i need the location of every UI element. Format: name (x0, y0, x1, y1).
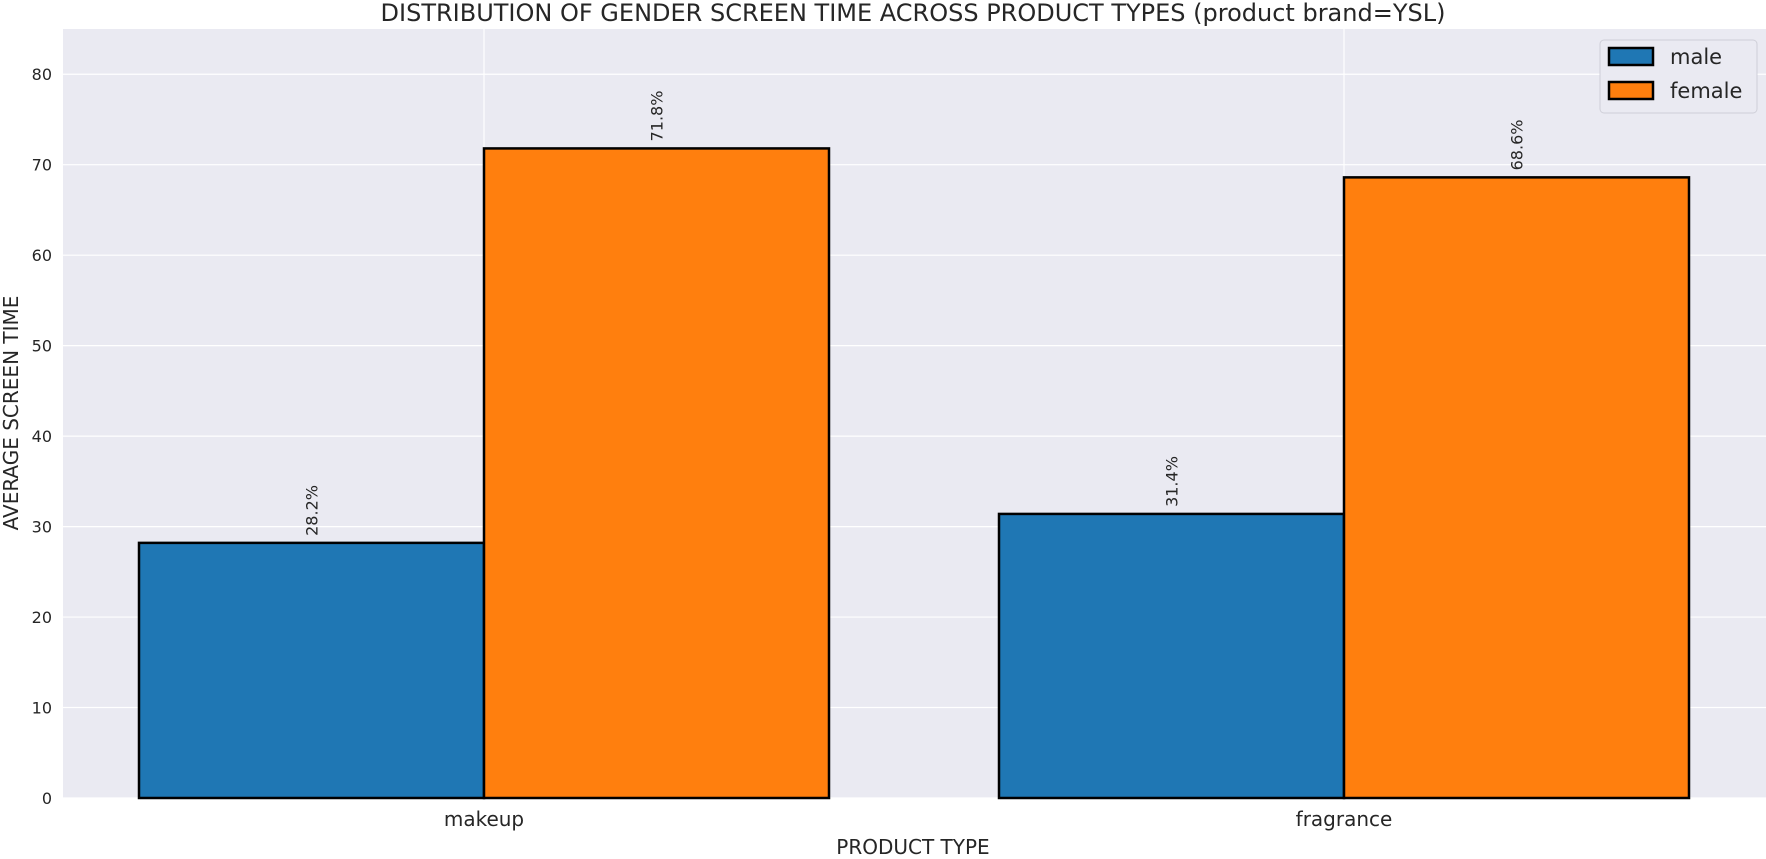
data-label-male-makeup: 28.2% (303, 485, 322, 536)
x-tick-label: fragrance (1296, 807, 1393, 831)
chart-title: DISTRIBUTION OF GENDER SCREEN TIME ACROS… (381, 0, 1446, 27)
y-tick-label: 40 (32, 427, 52, 446)
y-tick-label: 30 (32, 518, 52, 537)
y-tick-label: 10 (32, 699, 52, 718)
y-tick-label: 0 (42, 789, 52, 808)
legend-label-male: male (1670, 45, 1722, 69)
x-axis-title: PRODUCT TYPE (836, 835, 989, 859)
data-label-female-fragrance: 68.6% (1508, 120, 1527, 171)
legend-swatch-male (1607, 46, 1655, 67)
y-tick-label: 20 (32, 608, 52, 627)
y-tick-label: 80 (32, 65, 52, 84)
y-tick-label: 60 (32, 246, 52, 265)
bars: 28.2% 71.8% 31.4% 68.6% (137, 91, 1691, 800)
y-tick-label: 50 (32, 337, 52, 356)
legend-swatch-female (1607, 80, 1655, 101)
bar-female-fragrance (1342, 176, 1691, 800)
data-label-female-makeup: 71.8% (648, 91, 667, 142)
legend-label-female: female (1670, 79, 1742, 103)
y-axis-title: AVERAGE SCREEN TIME (0, 296, 23, 531)
data-label-male-fragrance: 31.4% (1163, 456, 1182, 507)
x-tick-label: makeup (444, 807, 524, 831)
bar-male-makeup (137, 541, 486, 800)
bar-male-fragrance (997, 512, 1346, 800)
y-tick-label: 70 (32, 156, 52, 175)
x-axis-ticks: makeup fragrance (444, 807, 1392, 831)
y-axis-ticks: 0 10 20 30 40 50 60 70 80 (32, 65, 52, 808)
bar-female-makeup (482, 147, 831, 800)
legend: male female (1599, 39, 1758, 114)
